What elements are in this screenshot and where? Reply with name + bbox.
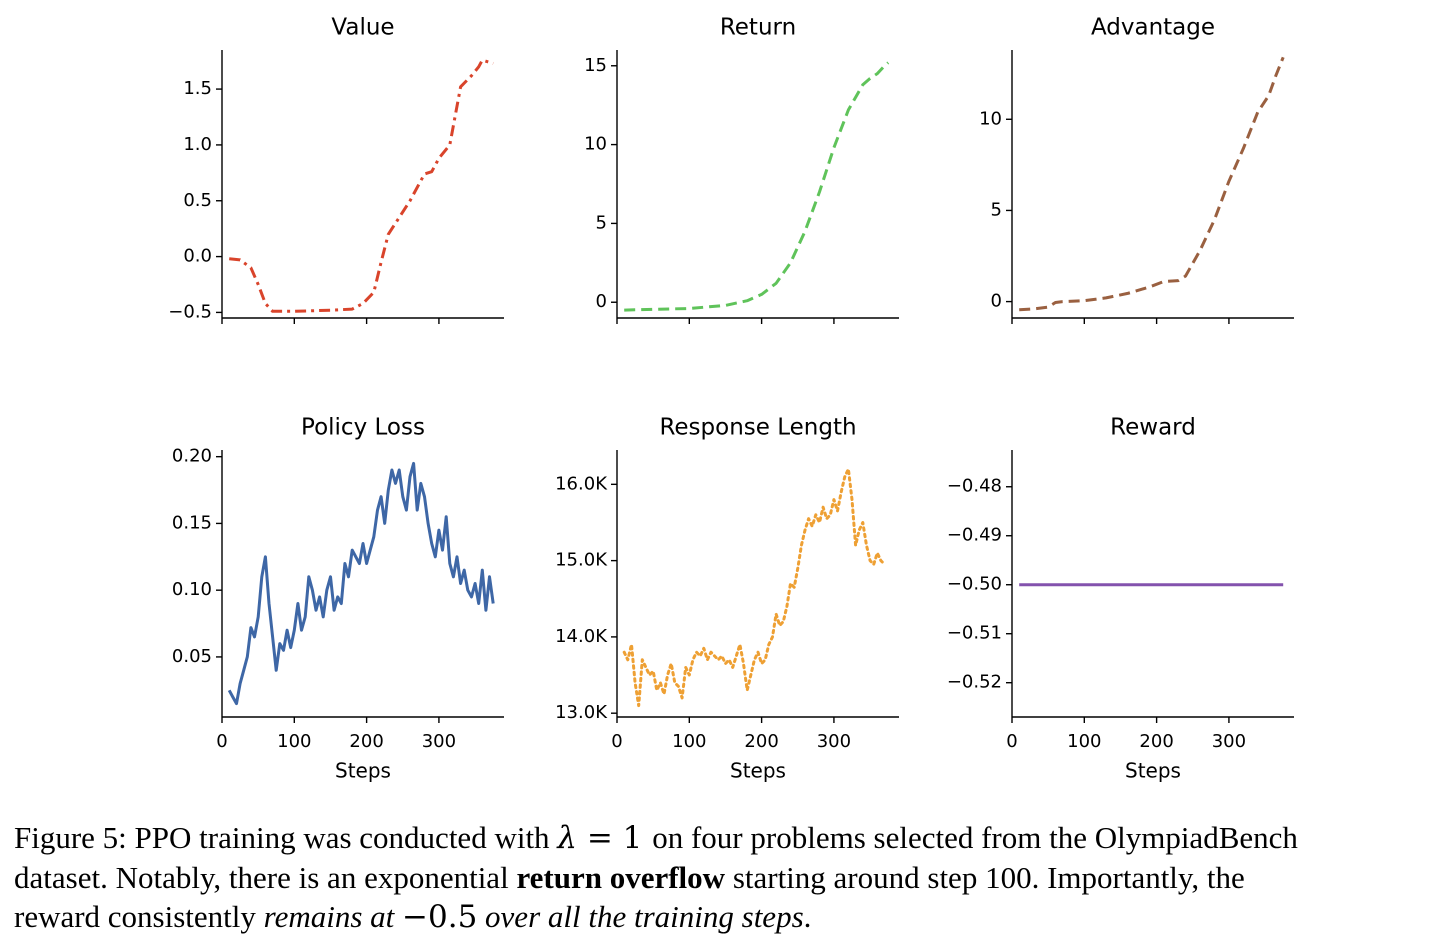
panel-title: Return [720,15,796,41]
y-tick-label: 16.0K [555,473,608,494]
series-line [229,58,494,313]
figure: Value −0.5 0.0 0.5 1.0 1.5 Return 0 5 10 15 Advanta… [168,15,1294,783]
x-tick-label: 0 [1006,731,1017,752]
y-tick-label: 14.0K [555,626,608,647]
panel-title: Advantage [1091,15,1215,41]
x-tick-label: 0 [611,731,622,752]
panel-title: Response Length [659,415,856,441]
y-tick-label: 0.5 [183,190,212,211]
panel-title: Reward [1110,415,1196,441]
y-tick-label: 5 [596,212,607,233]
y-tick-label: 0.15 [172,512,212,533]
caption-text: on four problems selected from the Olymp… [652,820,1298,855]
y-tick-label: 0.0 [183,246,212,267]
y-tick-label: 15.0K [555,550,608,571]
panel-reward: Reward −0.48 −0.49 −0.50 −0.51 −0.52 0 100 200 30… [947,415,1294,783]
panel-return: Return 0 5 10 15 [584,15,899,324]
y-tick-label: 10 [584,134,607,155]
y-tick-label: 0 [991,291,1002,312]
caption-line-3: reward consistently remains at −0.5 over… [14,897,1444,937]
panel-value: Value −0.5 0.0 0.5 1.0 1.5 [168,15,504,324]
y-tick-label: 1.5 [183,78,212,99]
panel-response-length: Response Length 13.0K 14.0K 15.0K 16.0K 0 100 2… [555,415,899,783]
y-tick-label: −0.5 [168,301,212,322]
series-line [1019,56,1285,312]
caption-equation: = 1 [576,820,653,856]
panel-title: Policy Loss [301,415,425,441]
y-tick-label: −0.51 [947,623,1002,644]
caption-text: reward consistently [14,899,264,934]
y-tick-label: −0.52 [947,672,1002,693]
caption-italic-text: over all the training steps [477,899,804,934]
x-tick-label: 300 [1212,731,1246,752]
x-tick-label: 200 [349,731,383,752]
caption-line-2: dataset. Notably, there is an exponentia… [14,858,1444,897]
caption-text: starting around step 100. Importantly, t… [725,860,1245,895]
y-tick-label: 10 [979,108,1002,129]
panel-advantage: Advantage 0 5 10 [979,15,1294,324]
y-tick-label: −0.50 [947,574,1002,595]
series-line [622,467,886,708]
caption-text: Figure 5: PPO training was conducted wit… [14,820,558,855]
x-tick-label: 100 [1067,731,1101,752]
caption-lambda: λ [557,820,577,856]
x-axis-label: Steps [1125,759,1181,783]
caption-math: −0.5 [402,899,478,935]
x-tick-label: 0 [216,731,227,752]
x-tick-label: 100 [672,731,706,752]
panel-policy-loss: Policy Loss 0.05 0.10 0.15 0.20 0 100 200 300 Ste… [172,415,504,783]
y-tick-label: 1.0 [183,134,212,155]
panel-title: Value [331,15,394,41]
caption-italic-text: remains at [263,899,403,934]
y-tick-label: 15 [584,55,607,76]
series-line [624,61,890,312]
caption-text: . [803,899,812,934]
x-axis-label: Steps [730,759,786,783]
figure-caption: Figure 5: PPO training was conducted wit… [14,818,1444,937]
caption-line-1: Figure 5: PPO training was conducted wit… [14,818,1444,858]
y-tick-label: −0.49 [947,525,1002,546]
y-tick-label: 0.20 [172,446,212,467]
y-tick-label: 0.10 [172,579,212,600]
y-tick-label: −0.48 [947,476,1002,497]
y-tick-label: 13.0K [555,702,608,723]
y-tick-label: 0.05 [172,646,212,667]
series-line [227,461,495,706]
x-tick-label: 100 [277,731,311,752]
x-tick-label: 200 [744,731,778,752]
y-tick-label: 0 [596,291,607,312]
x-axis-label: Steps [335,759,391,783]
caption-bold-text: return overflow [516,860,726,895]
x-tick-label: 300 [817,731,851,752]
x-tick-label: 300 [422,731,456,752]
caption-text: dataset. Notably, there is an exponentia… [14,860,517,895]
x-tick-label: 200 [1139,731,1173,752]
y-tick-label: 5 [991,199,1002,220]
